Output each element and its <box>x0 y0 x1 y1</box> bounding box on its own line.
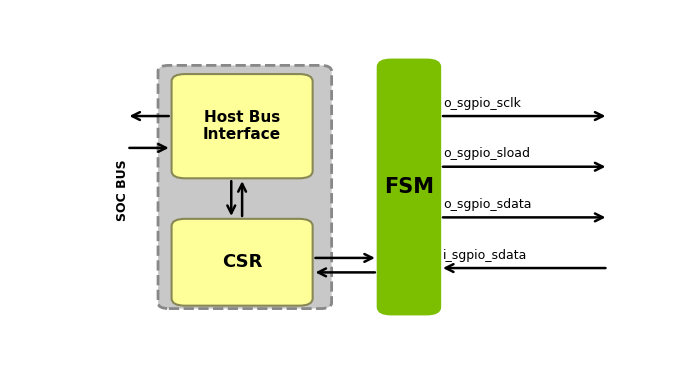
Text: FSM: FSM <box>384 177 434 197</box>
Text: i_sgpio_sdata: i_sgpio_sdata <box>443 249 527 262</box>
FancyBboxPatch shape <box>172 219 313 306</box>
FancyBboxPatch shape <box>378 60 440 314</box>
Text: o_sgpio_sclk: o_sgpio_sclk <box>443 97 521 109</box>
FancyBboxPatch shape <box>158 65 332 309</box>
Text: SOC BUS: SOC BUS <box>116 159 130 221</box>
Text: Host Bus
Interface: Host Bus Interface <box>203 110 281 143</box>
Text: CSR: CSR <box>222 253 262 271</box>
Text: o_sgpio_sload: o_sgpio_sload <box>443 147 530 160</box>
FancyBboxPatch shape <box>172 74 313 178</box>
Text: o_sgpio_sdata: o_sgpio_sdata <box>443 198 531 211</box>
